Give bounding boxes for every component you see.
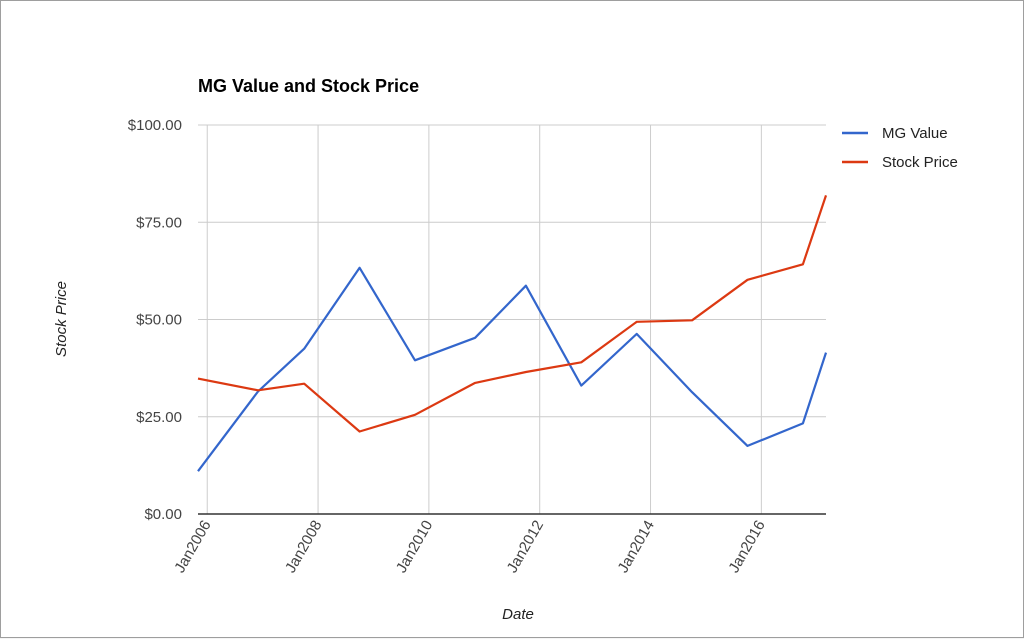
y-tick-label: $25.00 <box>136 409 182 426</box>
series-lines <box>197 195 828 472</box>
chart-title: MG Value and Stock Price <box>198 76 419 96</box>
legend-label: Stock Price <box>882 154 958 171</box>
x-tick-label: Jan2014 <box>614 518 658 576</box>
series-line-mg-value <box>197 266 828 472</box>
x-tick-label: Jan2010 <box>393 518 437 576</box>
y-tick-label: $75.00 <box>136 214 182 231</box>
y-tick-label: $100.00 <box>128 117 182 134</box>
y-tick-label: $0.00 <box>144 506 182 523</box>
x-tick-label: Jan2008 <box>282 518 326 576</box>
series-line-stock-price <box>197 195 828 433</box>
y-axis-title: Stock Price <box>53 281 70 357</box>
legend: MG Value Stock Price <box>842 125 958 171</box>
y-axis-ticks: $0.00 $25.00 $50.00 $75.00 $100.00 <box>128 117 182 523</box>
legend-label: MG Value <box>882 125 948 142</box>
x-tick-label: Jan2006 <box>171 518 215 576</box>
x-axis-ticks: Jan2006 Jan2008 Jan2010 Jan2012 Jan2014 Jan20… <box>171 518 769 576</box>
x-tick-label: Jan2016 <box>725 518 769 576</box>
grid <box>198 124 826 515</box>
y-tick-label: $50.00 <box>136 312 182 329</box>
x-tick-label: Jan2012 <box>504 518 548 576</box>
x-axis-title: Date <box>502 606 534 623</box>
